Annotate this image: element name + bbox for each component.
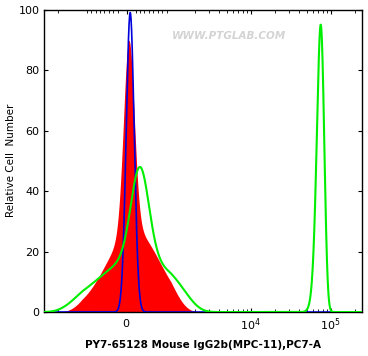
X-axis label: PY7-65128 Mouse IgG2b(MPC-11),PC7-A: PY7-65128 Mouse IgG2b(MPC-11),PC7-A bbox=[85, 340, 321, 350]
Y-axis label: Relative Cell  Number: Relative Cell Number bbox=[6, 104, 15, 218]
Text: WWW.PTGLAB.COM: WWW.PTGLAB.COM bbox=[171, 31, 286, 41]
